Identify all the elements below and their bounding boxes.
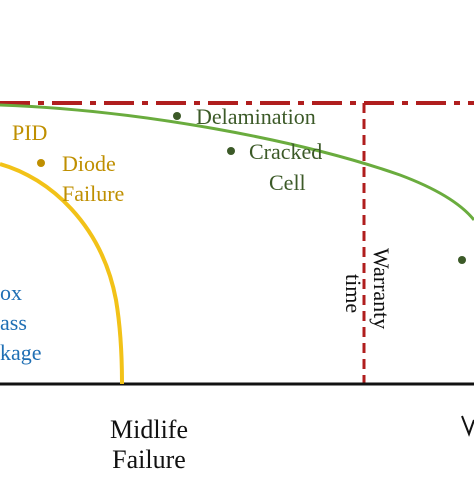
green-degradation-curve (0, 103, 474, 221)
delamination-dot (173, 112, 181, 120)
right-edge-dot (458, 256, 466, 264)
clipped-glyph-right (461, 415, 474, 437)
midlife-failure-label-line1: Midlife (110, 415, 188, 444)
pid-label: PID (12, 120, 47, 145)
cracked-cell-label-line1: Cracked (249, 139, 322, 164)
delamination-label: Delamination (196, 104, 316, 129)
box-glass-breakage-line3: kage (0, 340, 42, 365)
midlife-failure-label-line2: Failure (112, 445, 186, 474)
cracked-cell-label-line2: Cell (269, 170, 306, 195)
diode-failure-label-line2: Failure (62, 181, 124, 206)
diode-failure-dot (37, 159, 45, 167)
cracked-cell-dot (227, 147, 235, 155)
warranty-label-line2: time (341, 274, 366, 313)
box-glass-breakage-line2: ass (0, 310, 27, 335)
pid-curve (0, 162, 124, 385)
diode-failure-label-line1: Diode (62, 151, 116, 176)
warranty-label-line1: Warranty (369, 248, 394, 329)
box-glass-breakage-line1: ox (0, 280, 22, 305)
warranty-time-label: Warranty time (341, 248, 394, 329)
